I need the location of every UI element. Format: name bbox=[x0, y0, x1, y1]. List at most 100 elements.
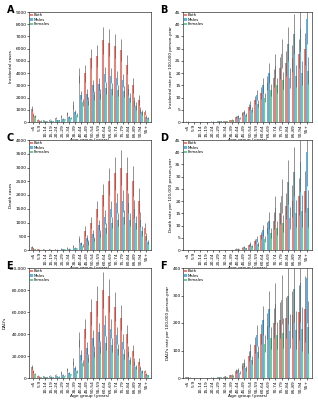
Bar bbox=[120, 50, 122, 122]
Bar bbox=[264, 239, 266, 250]
Bar bbox=[37, 249, 38, 250]
Bar bbox=[61, 116, 62, 122]
Bar bbox=[274, 208, 276, 250]
Bar bbox=[104, 217, 106, 250]
X-axis label: Age group (years): Age group (years) bbox=[70, 394, 109, 398]
Bar bbox=[73, 362, 74, 378]
Bar bbox=[85, 231, 86, 250]
Bar bbox=[98, 332, 100, 378]
Bar bbox=[235, 117, 237, 122]
Bar bbox=[282, 80, 284, 122]
Bar bbox=[126, 64, 128, 122]
Y-axis label: Incidental cases: Incidental cases bbox=[9, 50, 13, 84]
Bar bbox=[301, 211, 303, 250]
Y-axis label: DALYs: DALYs bbox=[3, 317, 7, 329]
Bar bbox=[32, 371, 34, 378]
Bar bbox=[96, 209, 98, 250]
Bar bbox=[243, 247, 245, 250]
Bar bbox=[229, 375, 231, 378]
Bar bbox=[144, 371, 146, 378]
Bar bbox=[73, 246, 74, 250]
Bar bbox=[79, 76, 80, 122]
Bar bbox=[31, 367, 32, 378]
Bar bbox=[110, 76, 111, 122]
Bar bbox=[32, 248, 34, 250]
Bar bbox=[100, 94, 101, 122]
Bar bbox=[273, 323, 274, 378]
Bar bbox=[140, 220, 141, 250]
Bar bbox=[88, 101, 89, 122]
Y-axis label: Incidental rate per 100,000 person-year: Incidental rate per 100,000 person-year bbox=[169, 26, 173, 108]
Bar bbox=[298, 196, 300, 250]
Bar bbox=[147, 375, 149, 378]
Bar bbox=[86, 348, 88, 378]
Bar bbox=[111, 89, 113, 122]
Bar bbox=[62, 119, 64, 122]
Bar bbox=[293, 289, 295, 378]
Bar bbox=[308, 208, 309, 250]
Bar bbox=[248, 107, 250, 122]
Bar bbox=[102, 195, 104, 250]
Bar bbox=[74, 112, 76, 122]
Bar bbox=[281, 300, 282, 378]
Bar bbox=[223, 377, 225, 378]
Bar bbox=[287, 296, 289, 378]
Bar bbox=[279, 320, 281, 378]
Bar bbox=[82, 102, 83, 122]
Bar bbox=[106, 228, 107, 250]
Bar bbox=[96, 301, 98, 378]
X-axis label: Age group (years): Age group (years) bbox=[70, 266, 109, 270]
Bar bbox=[250, 350, 251, 378]
Bar bbox=[254, 242, 256, 250]
Text: F: F bbox=[160, 262, 166, 271]
Bar bbox=[135, 367, 137, 378]
Bar bbox=[226, 121, 228, 122]
Bar bbox=[276, 228, 278, 250]
Bar bbox=[146, 116, 147, 122]
Bar bbox=[93, 352, 95, 378]
Legend: Both, Males, Females: Both, Males, Females bbox=[183, 269, 204, 283]
Bar bbox=[49, 376, 50, 378]
Bar bbox=[76, 115, 77, 122]
Legend: Both, Males, Females: Both, Males, Females bbox=[29, 269, 50, 283]
Bar bbox=[88, 242, 89, 250]
X-axis label: Age group (years): Age group (years) bbox=[228, 394, 267, 398]
Bar bbox=[98, 225, 100, 250]
Bar bbox=[122, 342, 123, 378]
Bar bbox=[58, 120, 59, 122]
Bar bbox=[38, 121, 40, 122]
Bar bbox=[61, 249, 62, 250]
Bar bbox=[251, 110, 253, 122]
Bar bbox=[134, 362, 135, 378]
Bar bbox=[135, 106, 137, 122]
Bar bbox=[108, 42, 110, 122]
Bar bbox=[104, 74, 106, 122]
Bar bbox=[250, 105, 251, 122]
Bar bbox=[229, 120, 231, 122]
Bar bbox=[38, 377, 40, 378]
Bar bbox=[217, 121, 218, 122]
Bar bbox=[128, 352, 129, 378]
Bar bbox=[123, 217, 125, 250]
Bar bbox=[237, 370, 239, 378]
Bar bbox=[306, 152, 308, 250]
Bar bbox=[146, 236, 147, 250]
Bar bbox=[76, 371, 77, 378]
Bar bbox=[276, 85, 278, 122]
Bar bbox=[56, 120, 58, 122]
Bar bbox=[67, 369, 68, 378]
Bar bbox=[122, 200, 123, 250]
Bar bbox=[90, 312, 92, 378]
Bar bbox=[114, 173, 116, 250]
Bar bbox=[140, 368, 141, 378]
Y-axis label: Death cases: Death cases bbox=[9, 182, 13, 208]
Bar bbox=[58, 377, 59, 378]
Bar bbox=[108, 181, 110, 250]
Bar bbox=[110, 328, 111, 378]
Bar bbox=[62, 375, 64, 378]
Bar bbox=[80, 243, 82, 250]
Bar bbox=[114, 306, 116, 378]
Bar bbox=[292, 201, 293, 250]
Bar bbox=[70, 118, 72, 122]
Bar bbox=[223, 121, 225, 122]
